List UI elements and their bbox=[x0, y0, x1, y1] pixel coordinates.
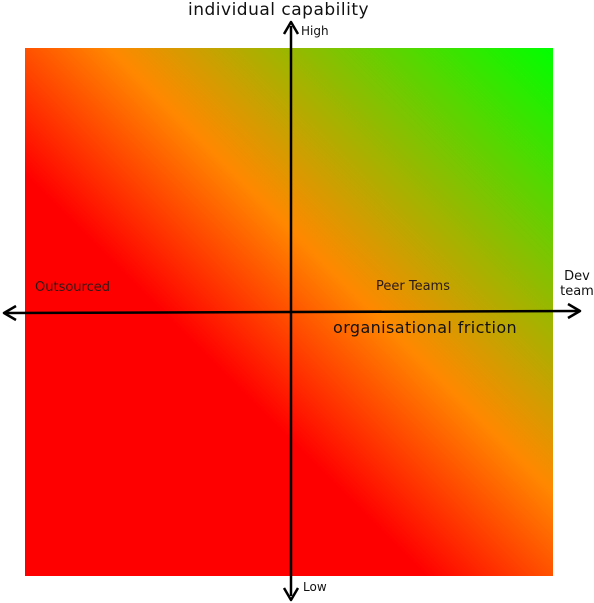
x-axis-label: organisational friction bbox=[333, 318, 518, 337]
quadrant-label-outsourced: Outsourced bbox=[35, 280, 110, 295]
right-arrowhead bbox=[567, 302, 582, 320]
horizontal-axis bbox=[3, 309, 581, 315]
left-arrowhead bbox=[2, 304, 17, 322]
down-arrowhead bbox=[282, 587, 300, 602]
y-axis-low-label: Low bbox=[303, 580, 327, 594]
quadrant-label-peer-teams: Peer Teams bbox=[376, 279, 450, 294]
y-axis-high-label: High bbox=[301, 24, 329, 38]
x-axis-end-label: Dev team bbox=[560, 269, 594, 299]
up-arrowhead bbox=[282, 20, 300, 35]
diagram-title: individual capability bbox=[188, 0, 370, 20]
